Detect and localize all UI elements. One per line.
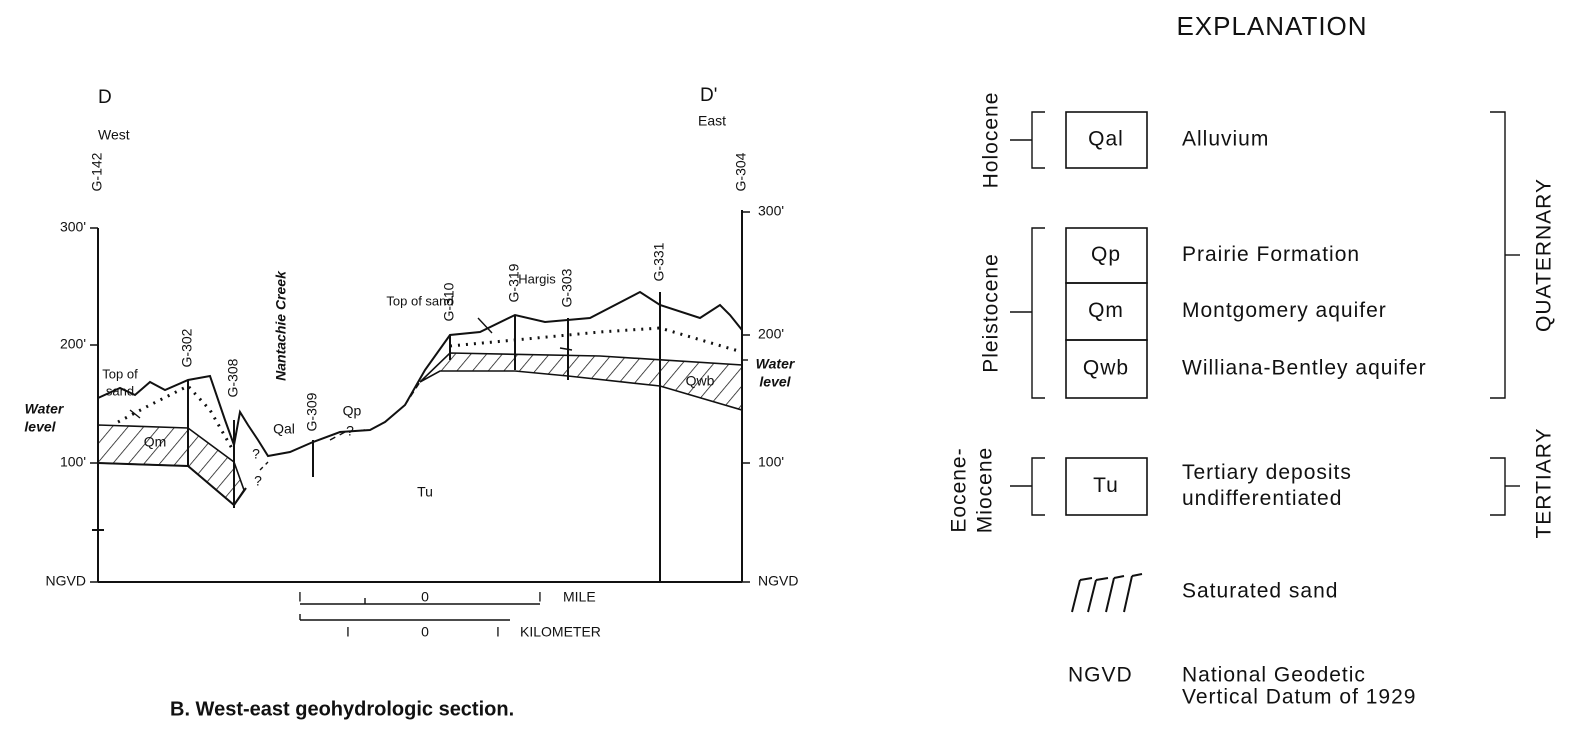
elevation-label: 300'	[758, 203, 784, 219]
query: ?	[346, 423, 354, 439]
direction: West	[98, 127, 130, 143]
elevation-label: 100'	[758, 454, 784, 470]
well-label: G-304	[733, 152, 749, 191]
scale-label: I	[496, 624, 500, 640]
query: ?	[252, 446, 260, 462]
query: ?	[254, 473, 262, 489]
annotation: Top of	[102, 366, 138, 381]
unit-description: Montgomery aquifer	[1182, 299, 1387, 322]
unit-label: Qwb	[686, 373, 715, 389]
elevation-label: 200'	[758, 326, 784, 342]
elevation-label: 200'	[60, 336, 86, 352]
well-label: G-142	[89, 152, 105, 191]
section-end: D	[98, 87, 112, 108]
scale-unit: MILE	[563, 589, 596, 605]
annotation: Nantachie Creek	[273, 270, 289, 381]
scale-label: I	[538, 589, 542, 605]
scale-label: I	[346, 624, 350, 640]
section-drawing	[92, 210, 748, 582]
annotation: sand	[106, 383, 134, 398]
unit-code: Qm	[1088, 299, 1124, 322]
unit-description: Williana-Bentley aquifer	[1182, 357, 1427, 380]
unit-description: undifferentiated	[1182, 487, 1342, 510]
top-of-sand-east	[450, 328, 742, 352]
elevation-label: NGVD	[758, 573, 798, 589]
leader	[130, 410, 140, 418]
sand-base-east-dash	[405, 382, 420, 405]
unit-code: Qp	[1091, 243, 1121, 266]
epoch: Eocene-	[948, 447, 971, 532]
figure: D D' West East Top of sand Top of sand W…	[0, 0, 1584, 731]
epoch: Pleistocene	[980, 253, 1003, 373]
legend-text: Vertical Datum of 1929	[1182, 686, 1416, 709]
unit-description: Prairie Formation	[1182, 243, 1360, 266]
unit-code: Qal	[1088, 128, 1124, 151]
elevation-label: 100'	[60, 454, 86, 470]
annotation: Hargis	[518, 271, 556, 286]
page: D D' West East Top of sand Top of sand W…	[0, 0, 1584, 731]
well-label: G-308	[225, 358, 241, 397]
unit-code: Qwb	[1083, 357, 1129, 380]
epoch: Holocene	[980, 92, 1003, 189]
period: QUATERNARY	[1533, 178, 1556, 332]
annotation: Water	[25, 401, 65, 417]
well-label: G-309	[304, 392, 320, 431]
section-end: D'	[700, 85, 717, 106]
scale-label: 0	[421, 589, 429, 605]
caption: B. West-east geohydrologic section.	[170, 698, 514, 720]
scale-label: I	[298, 589, 302, 605]
contact-dash	[260, 462, 268, 470]
annotation: level	[759, 374, 791, 390]
annotation: Water	[756, 356, 796, 372]
unit-code: Tu	[1093, 474, 1119, 497]
well-label: G-319	[506, 263, 522, 302]
scale-label: 0	[421, 624, 429, 640]
annotation: level	[24, 419, 56, 435]
unit-description: Alluvium	[1182, 128, 1269, 151]
unit-description: Tertiary deposits	[1182, 461, 1352, 484]
leader	[478, 318, 492, 333]
well-label: G-302	[179, 328, 195, 367]
period: TERTIARY	[1533, 427, 1556, 538]
legend-code: NGVD	[1068, 664, 1133, 687]
well-label: G-310	[441, 282, 457, 321]
unit-label: Qm	[144, 434, 167, 450]
unit-label: Qp	[343, 403, 362, 419]
elevation-label: NGVD	[46, 573, 86, 589]
direction: East	[698, 113, 726, 129]
well-label: G-303	[559, 268, 575, 307]
explanation-title: EXPLANATION	[1176, 11, 1367, 41]
legend-text: Saturated sand	[1182, 580, 1338, 603]
well-label: G-331	[651, 242, 667, 281]
unit-label: Qal	[273, 421, 295, 437]
elevation-label: 300'	[60, 219, 86, 235]
leader	[560, 348, 572, 350]
legend-text: National Geodetic	[1182, 664, 1366, 687]
unit-label: Tu	[417, 484, 433, 500]
epoch: Miocene	[974, 447, 997, 533]
scale-unit: KILOMETER	[520, 624, 601, 640]
scale-bar	[300, 598, 540, 620]
